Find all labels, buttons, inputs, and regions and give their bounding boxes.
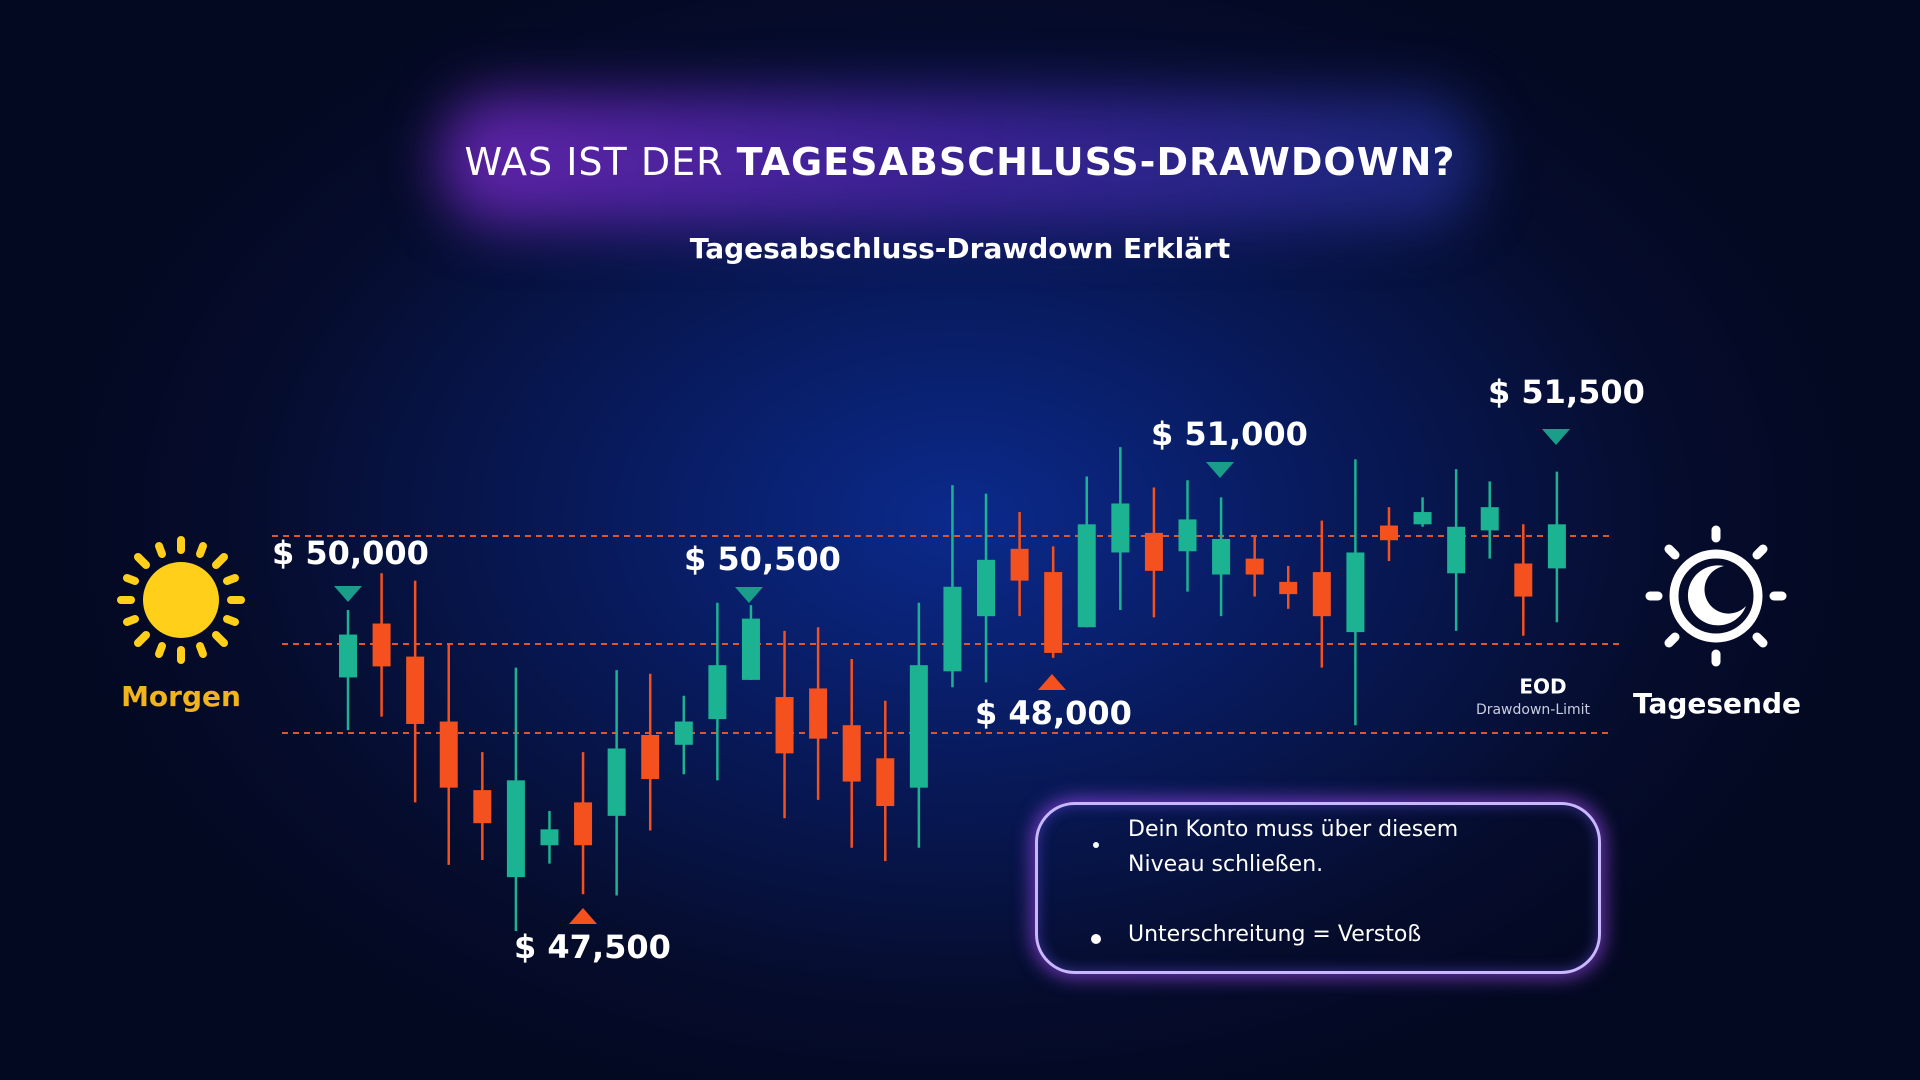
annotation-arrow bbox=[569, 908, 597, 924]
title: WAS IST DER TAGESABSCHLUSS-DRAWDOWN? bbox=[0, 140, 1920, 184]
candle-body bbox=[1514, 563, 1533, 597]
candle-body bbox=[1144, 532, 1163, 571]
candle-body bbox=[842, 725, 861, 782]
candle-body bbox=[641, 735, 660, 780]
subtitle: Tagesabschluss-Drawdown Erklärt bbox=[689, 232, 1231, 265]
price-annotation: $ 48,000 bbox=[975, 694, 1132, 732]
title-emphasis: TAGESABSCHLUSS-DRAWDOWN? bbox=[736, 140, 1456, 184]
candle-body bbox=[1279, 581, 1298, 595]
candle-body bbox=[1077, 524, 1096, 628]
candle-body bbox=[372, 623, 391, 667]
info-box bbox=[1035, 802, 1601, 974]
price-annotation: $ 50,000 bbox=[272, 534, 429, 572]
bullet bbox=[1091, 934, 1101, 944]
title-prefix: WAS IST DER bbox=[464, 140, 724, 184]
candle-body bbox=[708, 665, 727, 720]
annotation-arrow bbox=[1206, 462, 1234, 478]
evening-label: Tagesende bbox=[1633, 687, 1801, 720]
sun-icon bbox=[117, 536, 245, 664]
candle-body bbox=[1346, 552, 1365, 633]
candle-body bbox=[1312, 572, 1331, 617]
candle-body bbox=[1447, 526, 1466, 574]
price-annotation: $ 51,500 bbox=[1488, 373, 1645, 411]
info-text: Unterschreitung = Verstoß bbox=[1128, 922, 1422, 947]
candle-body bbox=[909, 665, 928, 788]
candle-body bbox=[1044, 572, 1063, 653]
title-glow bbox=[440, 95, 1480, 225]
candle-body bbox=[406, 656, 425, 724]
eod-label: EOD bbox=[1519, 675, 1566, 699]
candle-body bbox=[473, 790, 492, 824]
morning-label: Morgen bbox=[121, 680, 241, 713]
moon-icon bbox=[1645, 525, 1787, 667]
annotation-arrow bbox=[735, 587, 763, 603]
price-annotation: $ 51,000 bbox=[1151, 415, 1308, 453]
candle-body bbox=[1212, 539, 1231, 575]
candle-body bbox=[1547, 524, 1566, 569]
candle-body bbox=[741, 618, 760, 680]
candle-body bbox=[809, 688, 828, 739]
candle-body bbox=[1245, 558, 1264, 575]
candle-body bbox=[1413, 512, 1432, 525]
info-text: Dein Konto muss über diesem bbox=[1128, 817, 1459, 842]
annotation-arrow bbox=[1542, 429, 1570, 445]
price-annotation: $ 47,500 bbox=[514, 928, 671, 966]
candle-body bbox=[1379, 525, 1398, 541]
info-text: Niveau schließen. bbox=[1128, 852, 1324, 877]
candle-body bbox=[540, 829, 559, 846]
eod-sublabel: Drawdown-Limit bbox=[1476, 702, 1591, 718]
candle-body bbox=[674, 721, 693, 745]
candle-body bbox=[977, 559, 996, 617]
candle-body bbox=[506, 780, 525, 878]
candle-body bbox=[607, 748, 626, 816]
candle-body bbox=[1010, 548, 1029, 581]
candle-body bbox=[439, 721, 458, 788]
candle-body bbox=[1111, 503, 1130, 553]
candle-body bbox=[1178, 519, 1197, 552]
bullet bbox=[1093, 842, 1099, 848]
price-annotation: $ 50,500 bbox=[684, 540, 841, 578]
candle-body bbox=[775, 697, 794, 754]
candle-body bbox=[1480, 507, 1499, 531]
candle-body bbox=[339, 634, 357, 678]
annotation-arrow bbox=[1038, 674, 1066, 690]
candle-body bbox=[943, 586, 962, 672]
annotation-arrow bbox=[334, 586, 362, 602]
candle-body bbox=[876, 758, 895, 807]
candle-body bbox=[574, 802, 593, 846]
